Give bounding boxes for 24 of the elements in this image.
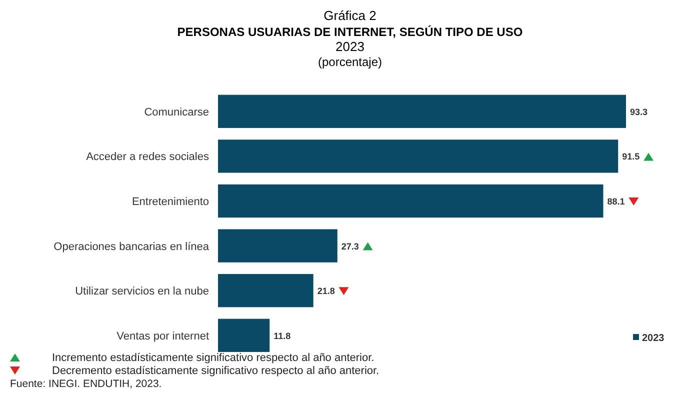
y-tick-label: Operaciones bancarias en línea [54,240,210,253]
legend-label: 2023 [642,333,665,344]
text: Decremento estadísticamente significativo respecto al año anterior. [52,365,380,377]
data-label: 93.3 [630,106,648,117]
bar [218,94,626,128]
chart-title: Gráfica 2 [324,8,376,23]
y-tick-label: Acceder a redes sociales [86,151,210,164]
source-note: Fuente: INEGI. ENDUTIH, 2023. [10,378,162,390]
y-tick-label: Comunicarse [144,106,209,118]
y-tick-label: Utilizar servicios en la nube [75,286,209,298]
bar [218,184,604,218]
data-label: 21.8 [317,286,335,296]
bar [218,318,270,352]
chart-subtitle: PERSONAS USUARIAS DE INTERNET, SEGÚN TIPO DE USO 2023 (porcentaje) [177,25,523,69]
annotation: Incremento estadísticamente significativo respecto al año anterior. [52,352,374,364]
data-label: 88.1 [607,196,625,206]
bar [218,140,618,173]
bar [218,274,314,308]
data-label: 27.3 [341,241,359,252]
bar [218,229,338,262]
data-label: 91.5 [622,152,640,162]
y-tick-label: Entretenimiento [132,196,209,208]
y-tick-label: Ventas por internet [116,330,209,342]
data-label: 11.8 [274,330,291,341]
